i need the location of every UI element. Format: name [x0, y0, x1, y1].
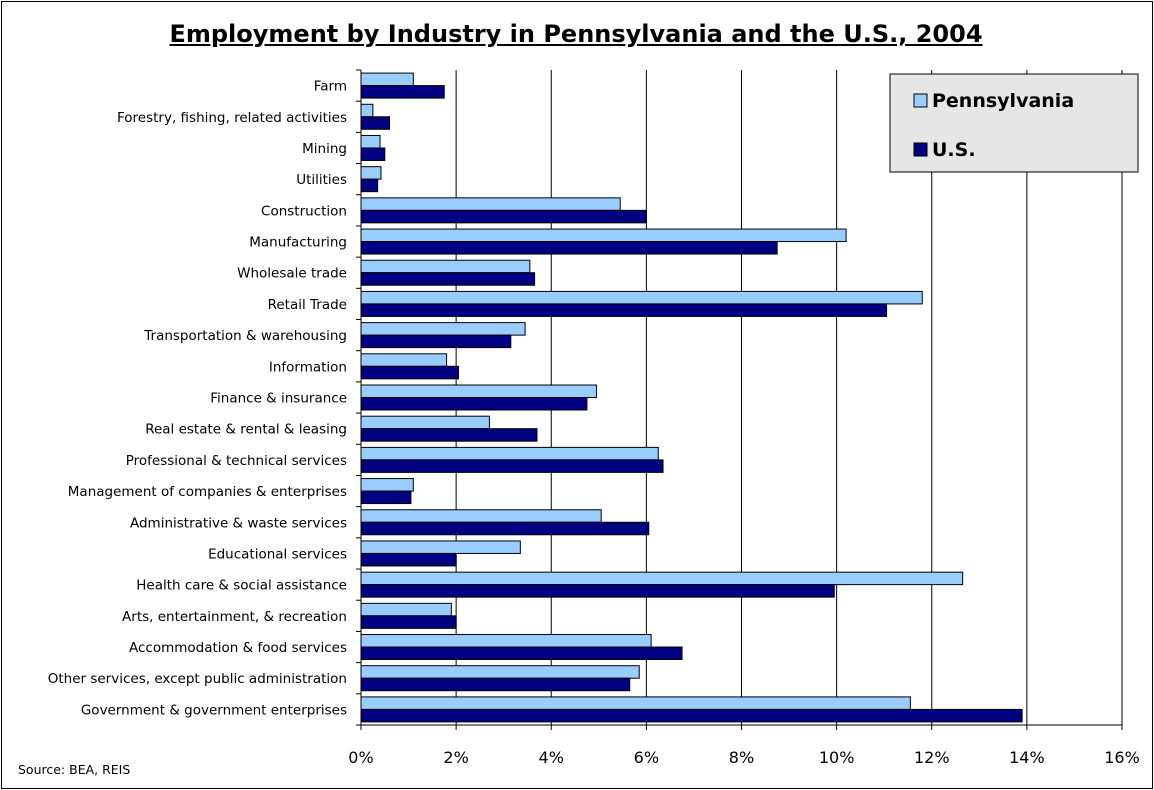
bar-pennsylvania-transportation-warehousing [360, 322, 526, 336]
bar-pennsylvania-educational-services [360, 540, 521, 554]
category-label: Management of companies & enterprises [68, 484, 347, 500]
category-label: Accommodation & food services [129, 640, 347, 656]
x-tick-label: 14% [1009, 748, 1045, 767]
category-label: Other services, except public administra… [48, 671, 347, 687]
bar-pennsylvania-construction [360, 197, 621, 211]
bar-u-s-educational-services [360, 552, 457, 567]
category-label: Administrative & waste services [130, 515, 347, 531]
bar-pennsylvania-other-services-except-public-administration [360, 665, 640, 679]
x-tick-label: 0% [348, 748, 373, 767]
category-label: Manufacturing [249, 235, 347, 251]
bar-pennsylvania-arts-entertainment-recreation [360, 602, 452, 617]
category-label: Information [269, 359, 347, 375]
bar-u-s-manufacturing [360, 241, 778, 255]
legend: Pennsylvania U.S. [889, 73, 1139, 173]
legend-swatch-us [913, 142, 928, 157]
bar-pennsylvania-accommodation-food-services [360, 634, 652, 648]
category-label: Real estate & rental & leasing [145, 422, 347, 438]
bar-u-s-health-care-social-assistance [360, 584, 835, 598]
bar-u-s-transportation-warehousing [360, 334, 512, 349]
category-labels: Farm Forestry, fishing, related activitie… [48, 79, 347, 719]
bar-pennsylvania-manufacturing [360, 228, 847, 243]
bar-u-s-retail-trade [360, 303, 888, 317]
bar-pennsylvania-wholesale-trade [360, 259, 531, 274]
bar-pennsylvania-health-care-social-assistance [360, 571, 964, 586]
bar-u-s-mining [360, 147, 386, 161]
bar-u-s-farm [360, 85, 445, 99]
category-label: Mining [302, 141, 347, 157]
bar-u-s-management-of-companies-enterprises [360, 490, 412, 505]
x-tick-label: 16% [1104, 748, 1140, 767]
bar-u-s-finance-insurance [360, 397, 588, 411]
bar-pennsylvania-retail-trade [360, 290, 923, 305]
bar-pennsylvania-farm [360, 72, 414, 87]
x-tick-label: 10% [819, 748, 855, 767]
bar-u-s-other-services-except-public-administration [360, 677, 631, 692]
bar-pennsylvania-administrative-waste-services [360, 509, 602, 523]
bar-pennsylvania-real-estate-rental-leasing [360, 415, 490, 430]
category-label: Professional & technical services [126, 453, 347, 469]
bar-u-s-construction [360, 209, 647, 224]
category-label: Farm [314, 79, 347, 95]
bar-pennsylvania-government-government-enterprises [360, 696, 911, 710]
bar-u-s-real-estate-rental-leasing [360, 428, 538, 442]
x-tick-labels: 0% 2% 4% 6% 8% 10% 12% 14% 16% [348, 748, 1139, 767]
x-tick-label: 4% [539, 748, 564, 767]
category-label: Retail Trade [268, 297, 347, 313]
legend-label-pennsylvania: Pennsylvania [932, 90, 1074, 112]
category-label: Wholesale trade [237, 266, 347, 282]
gridlines [455, 70, 1123, 725]
bar-pennsylvania-utilities [360, 166, 382, 180]
x-tick-label: 6% [634, 748, 659, 767]
bar-pennsylvania-finance-insurance [360, 384, 597, 398]
x-tick-label: 12% [914, 748, 950, 767]
bar-u-s-accommodation-food-services [360, 646, 683, 661]
bar-u-s-wholesale-trade [360, 272, 536, 286]
category-label: Government & government enterprises [81, 702, 347, 718]
bar-u-s-arts-entertainment-recreation [360, 615, 457, 629]
legend-swatch-pennsylvania [913, 93, 928, 108]
category-label: Educational services [208, 546, 347, 562]
bar-pennsylvania-management-of-companies-enterprises [360, 478, 414, 492]
category-label: Forestry, fishing, related activities [117, 110, 347, 126]
category-label: Transportation & warehousing [143, 328, 347, 344]
legend-box [889, 73, 1139, 173]
chart-title: Employment by Industry in Pennsylvania a… [169, 20, 983, 48]
bar-u-s-administrative-waste-services [360, 521, 650, 536]
legend-label-us: U.S. [932, 139, 976, 161]
bar-u-s-information [360, 365, 460, 380]
bar-u-s-professional-technical-services [360, 459, 664, 473]
category-label: Finance & insurance [210, 391, 347, 407]
x-tick-label: 8% [729, 748, 754, 767]
x-tick-label: 2% [443, 748, 468, 767]
source-note: Source: BEA, REIS [18, 762, 131, 777]
bar-u-s-utilities [360, 178, 379, 193]
category-label: Arts, entertainment, & recreation [122, 609, 347, 625]
category-label: Health care & social assistance [136, 578, 347, 594]
axes [356, 69, 1123, 730]
bar-u-s-government-government-enterprises [360, 708, 1023, 723]
bar-u-s-forestry-fishing-related-activities [360, 116, 391, 130]
category-label: Construction [261, 203, 347, 219]
bar-pennsylvania-mining [360, 134, 381, 149]
bar-pennsylvania-professional-technical-services [360, 446, 659, 461]
bars [360, 72, 1023, 723]
bar-pennsylvania-forestry-fishing-related-activities [360, 103, 374, 118]
category-label: Utilities [296, 172, 347, 188]
bar-pennsylvania-information [360, 353, 448, 367]
